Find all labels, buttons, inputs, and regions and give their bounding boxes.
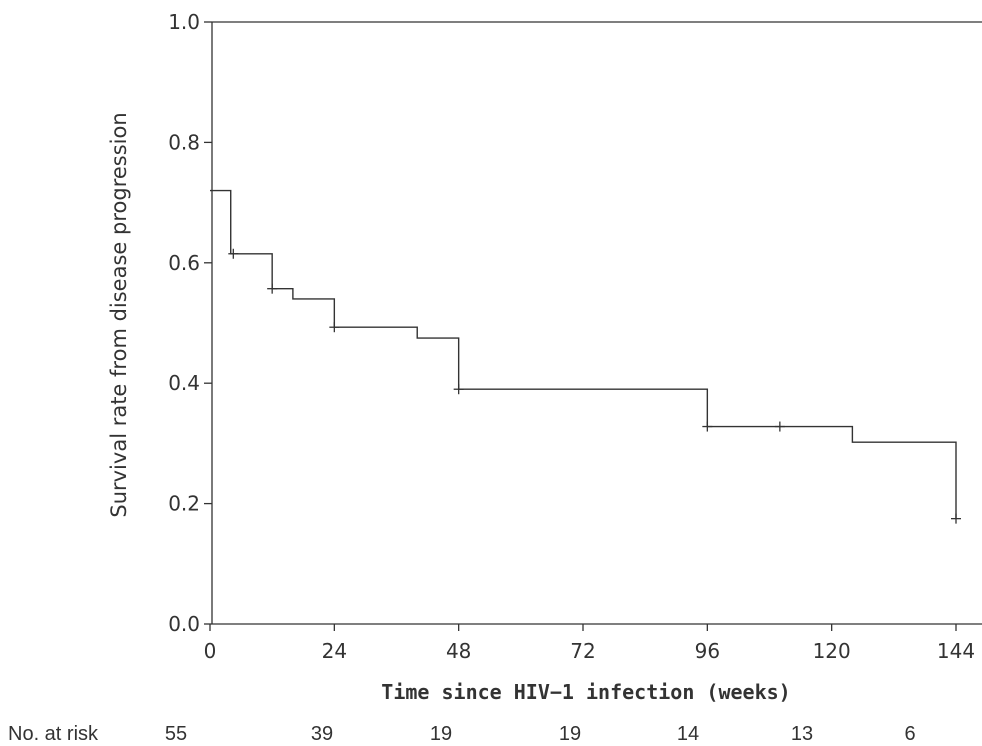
survival-series	[210, 189, 957, 519]
plot-frame	[211, 21, 982, 625]
y-tick-label-3: 0.6	[168, 251, 200, 275]
x-tick-label-4: 96	[695, 639, 720, 663]
x-tick-label-5: 120	[813, 639, 851, 663]
x-tick-label-3: 72	[570, 639, 595, 663]
survival-step-line-0	[210, 189, 957, 519]
y-axis-title: Survival rate from disease progression	[107, 112, 131, 517]
y-axis: 0.0 0.2 0.4 0.6 0.8 1.0	[168, 10, 212, 636]
y-tick-label-4: 0.8	[168, 130, 200, 154]
risk-table-values: 55 39 19 19 14 13 6	[165, 723, 916, 745]
risk-value-5: 13	[791, 723, 813, 745]
risk-value-1: 39	[311, 723, 333, 745]
risk-table-label: No. at risk	[8, 723, 99, 745]
x-axis-title: Time since HIV−1 infection (weeks)	[381, 680, 790, 704]
x-tick-label-1: 24	[322, 639, 347, 663]
risk-value-4: 14	[677, 723, 699, 745]
censor-marks	[228, 248, 961, 524]
y-tick-label-1: 0.2	[168, 492, 200, 516]
x-axis: 0 24 48 72 96 120 144	[204, 624, 975, 663]
y-tick-label-2: 0.4	[168, 371, 200, 395]
y-tick-label-0: 0.0	[168, 612, 200, 636]
risk-value-6: 6	[904, 723, 915, 745]
risk-value-0: 55	[165, 723, 187, 745]
x-tick-label-0: 0	[204, 639, 217, 663]
y-tick-label-5: 1.0	[168, 10, 200, 34]
risk-value-2: 19	[430, 723, 452, 745]
risk-value-3: 19	[559, 723, 581, 745]
x-tick-label-6: 144	[937, 639, 975, 663]
x-tick-label-2: 48	[446, 639, 471, 663]
